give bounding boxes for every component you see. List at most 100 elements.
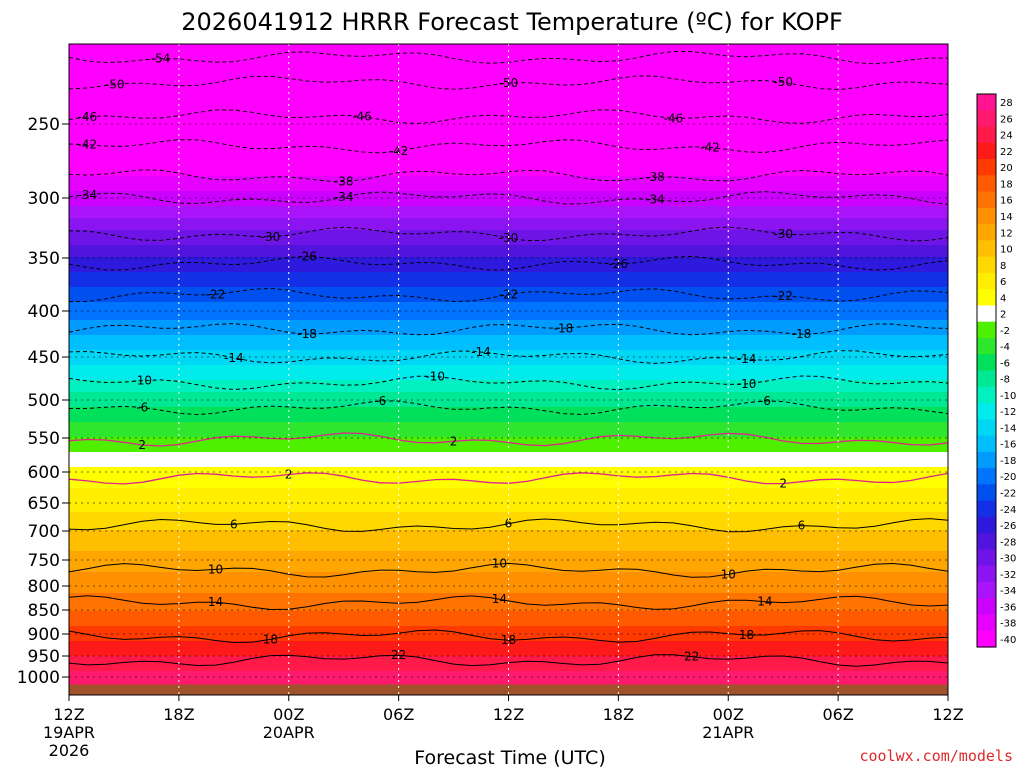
contour-label: 22 xyxy=(391,648,406,662)
y-tick-label: 850 xyxy=(28,601,60,621)
contour-label: -46 xyxy=(78,110,98,124)
x-tick-label: 12Z xyxy=(932,705,963,724)
colorbar-label: -28 xyxy=(1000,537,1016,548)
colorbar-swatch xyxy=(977,468,996,485)
colorbar-label: -30 xyxy=(1000,554,1016,565)
contour-label: -30 xyxy=(773,227,793,241)
colorbar-label: -10 xyxy=(1000,391,1016,402)
colorbar-swatch xyxy=(977,94,996,111)
contour-line xyxy=(68,323,949,336)
temperature-band xyxy=(69,167,948,171)
temperature-band xyxy=(69,311,948,315)
contour-label: 18 xyxy=(263,632,278,646)
temperature-band xyxy=(69,179,948,183)
temperature-band xyxy=(69,305,948,309)
colorbar-label: -4 xyxy=(1000,342,1010,353)
contour-line xyxy=(68,432,949,447)
temperature-band xyxy=(69,647,948,651)
temperature-band xyxy=(69,77,948,81)
contour-label: -34 xyxy=(334,190,354,204)
contour-label: 10 xyxy=(208,562,223,576)
temperature-band xyxy=(69,101,948,105)
colorbar-swatch xyxy=(977,419,996,437)
contour-label: -18 xyxy=(554,321,574,335)
contour-label: -14 xyxy=(737,352,757,366)
temperature-band xyxy=(69,287,948,291)
credit-text: coolwx.com/models xyxy=(859,747,1013,765)
contour-label: 14 xyxy=(492,592,507,606)
colorbar-swatch xyxy=(977,321,996,339)
temperature-band xyxy=(69,557,948,561)
axes: 250 300 350 400 450 500 550 600 650 700 750 800 850 9… xyxy=(17,43,964,760)
contour-label: 10 xyxy=(721,567,736,581)
y-tick-label: 300 xyxy=(28,189,60,209)
chart-title: 2026041912 HRRR Forecast Temperature (ºC… xyxy=(181,8,843,36)
temperature-band xyxy=(69,377,948,381)
contour-label: -38 xyxy=(334,175,354,189)
temperature-band xyxy=(69,155,948,159)
temperature-band xyxy=(69,131,948,135)
colorbar-label: 8 xyxy=(1000,261,1006,272)
temperature-band xyxy=(69,161,948,165)
temperature-band xyxy=(69,149,948,153)
temperature-band xyxy=(69,185,948,189)
x-tick-label: 00Z xyxy=(273,705,304,724)
contour-label: -30 xyxy=(499,231,519,245)
temperature-band xyxy=(69,575,948,579)
temperature-band xyxy=(69,143,948,147)
temperature-band xyxy=(69,497,948,501)
temperature-band xyxy=(69,443,948,447)
contour-label: -38 xyxy=(645,170,665,184)
y-tick-label: 1000 xyxy=(17,668,60,688)
temperature-band xyxy=(69,635,948,639)
colorbar-swatch xyxy=(977,598,996,616)
contour-label: 2 xyxy=(138,438,146,452)
temperature-band xyxy=(69,485,948,489)
temperature-band xyxy=(69,629,948,633)
temperature-band xyxy=(69,125,948,129)
contour-label: -54 xyxy=(151,51,171,65)
temperature-band xyxy=(69,425,948,429)
y-tick-label: 700 xyxy=(28,522,60,542)
temperature-band xyxy=(69,503,948,507)
colorbar-swatch xyxy=(977,207,996,225)
contour-label: 2 xyxy=(285,467,293,481)
temperature-band xyxy=(69,221,948,225)
temperature-band xyxy=(69,479,948,483)
temperature-band xyxy=(69,233,948,237)
contour-line xyxy=(68,75,949,91)
contour-label: -10 xyxy=(737,377,757,391)
temperature-band xyxy=(69,605,948,609)
colorbar-swatch xyxy=(977,630,996,648)
temperature-band xyxy=(69,197,948,201)
colorbar-swatch xyxy=(977,533,996,551)
contour-label: -18 xyxy=(792,327,812,341)
contour-label: -22 xyxy=(206,287,226,301)
contour-label: -6 xyxy=(374,394,386,408)
colorbar-swatch xyxy=(977,240,996,258)
temperature-band xyxy=(69,467,948,471)
contour-label: -34 xyxy=(78,188,98,202)
temperature-band xyxy=(69,389,948,393)
temperature-band xyxy=(69,611,948,615)
colorbar-label: 18 xyxy=(1000,179,1013,190)
colorbar-swatch xyxy=(977,305,996,323)
contour-label: -42 xyxy=(78,138,98,152)
temperature-band xyxy=(69,593,948,597)
temperature-band xyxy=(69,527,948,531)
y-tick-label: 500 xyxy=(28,391,60,411)
temperature-band xyxy=(69,245,948,249)
y-tick-label: 950 xyxy=(28,647,60,667)
colorbar-swatch xyxy=(977,126,996,144)
colorbar-label: -8 xyxy=(1000,375,1010,386)
contour-label: -6 xyxy=(136,400,148,414)
temperature-band xyxy=(69,317,948,321)
colorbar-label: -20 xyxy=(1000,472,1016,483)
temperature-band xyxy=(69,89,948,93)
colorbar-label: -38 xyxy=(1000,619,1016,630)
temperature-band xyxy=(69,395,948,399)
y-tick-label: 450 xyxy=(28,348,60,368)
temperature-band xyxy=(69,203,948,207)
colorbar-swatch xyxy=(977,272,996,290)
colorbar-label: 14 xyxy=(1000,212,1013,223)
